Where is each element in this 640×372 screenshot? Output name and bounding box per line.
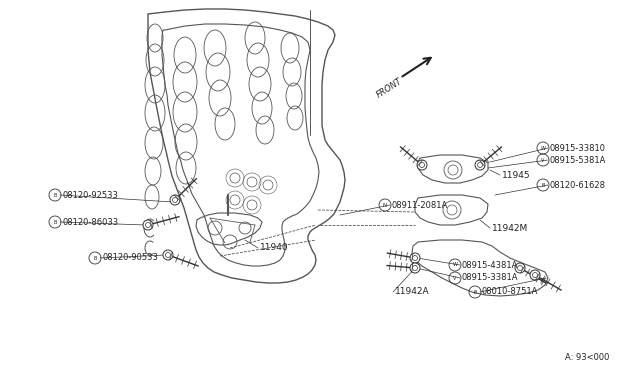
Text: 08915-33810: 08915-33810	[550, 144, 606, 153]
Circle shape	[163, 250, 173, 260]
Text: B: B	[53, 219, 57, 224]
Text: 08120-86033: 08120-86033	[62, 218, 118, 227]
Circle shape	[170, 195, 180, 205]
Text: A: 93<000: A: 93<000	[565, 353, 609, 362]
Text: 11942M: 11942M	[492, 224, 528, 232]
Text: B: B	[93, 256, 97, 260]
Circle shape	[410, 263, 420, 273]
Text: N: N	[383, 202, 387, 208]
Text: 08120-61628: 08120-61628	[550, 180, 606, 189]
Text: W: W	[452, 263, 458, 267]
Text: V: V	[453, 276, 457, 280]
Text: 08120-90533: 08120-90533	[102, 253, 158, 263]
Circle shape	[410, 253, 420, 263]
Text: 11940: 11940	[260, 244, 289, 253]
Text: B: B	[53, 192, 57, 198]
Text: 08010-8751A: 08010-8751A	[482, 288, 538, 296]
Circle shape	[143, 220, 153, 230]
Text: 08915-5381A: 08915-5381A	[550, 155, 606, 164]
Text: V: V	[541, 157, 545, 163]
Text: W: W	[541, 145, 545, 151]
Circle shape	[475, 160, 485, 170]
Text: 08911-2081A: 08911-2081A	[392, 201, 448, 209]
Text: 11945: 11945	[502, 170, 531, 180]
Text: 08120-92533: 08120-92533	[62, 190, 118, 199]
Text: B: B	[474, 289, 477, 295]
Text: FRONT: FRONT	[375, 76, 404, 100]
Text: 11942A: 11942A	[395, 288, 429, 296]
Text: 08915-4381A: 08915-4381A	[462, 260, 518, 269]
Circle shape	[417, 160, 427, 170]
Text: 08915-3381A: 08915-3381A	[462, 273, 518, 282]
Circle shape	[515, 263, 525, 273]
Circle shape	[530, 270, 540, 280]
Text: B: B	[541, 183, 545, 187]
